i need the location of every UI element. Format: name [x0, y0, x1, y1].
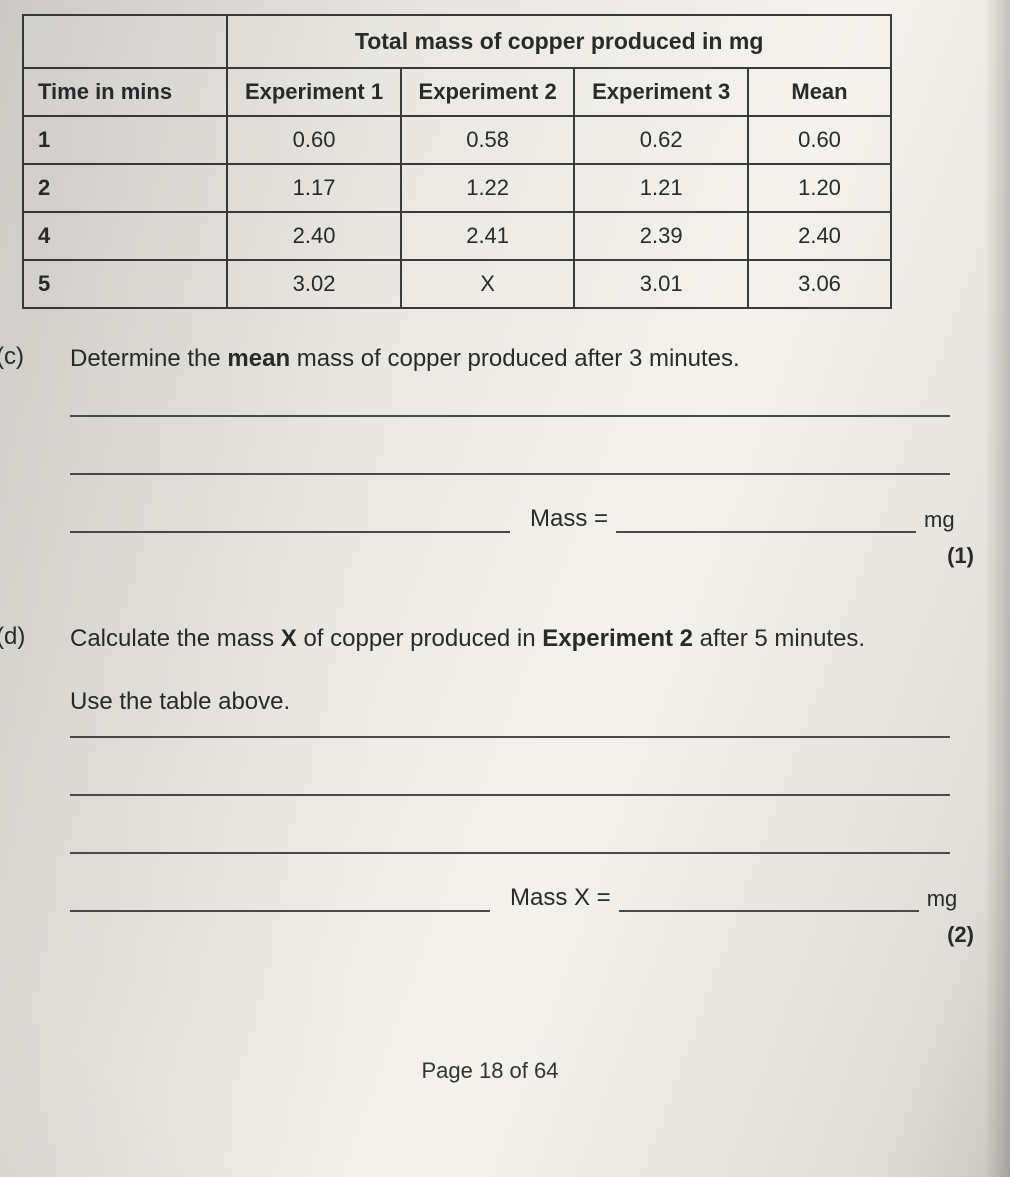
blank-line	[70, 736, 950, 738]
col-header-time: Time in mins	[23, 68, 227, 116]
qc-unit: mg	[924, 507, 955, 533]
col-header-exp2: Experiment 2	[401, 68, 575, 116]
cell-time: 2	[23, 164, 227, 212]
page-footer: Page 18 of 64	[0, 1058, 980, 1084]
cell-e1: 2.40	[227, 212, 401, 260]
qd-text-post: after 5 minutes.	[693, 625, 865, 652]
table-row: 4 2.40 2.41 2.39 2.40	[23, 212, 891, 260]
cell-e1: 1.17	[227, 164, 401, 212]
question-c-text: Determine the mean mass of copper produc…	[70, 343, 980, 375]
qc-answer-row: Mass = mg	[70, 505, 980, 533]
qc-text-pre: Determine the	[70, 345, 227, 372]
qc-text-post: mass of copper produced after 3 minutes.	[290, 345, 740, 372]
page-edge-shadow	[984, 0, 1010, 1177]
blank-line-short	[70, 910, 490, 912]
qd-working-lines	[70, 736, 980, 854]
cell-mean: 3.06	[748, 260, 891, 308]
qd-hint: Use the table above.	[70, 686, 980, 718]
cell-time: 5	[23, 260, 227, 308]
cell-time: 1	[23, 116, 227, 164]
qd-text-pre: Calculate the mass	[70, 625, 281, 652]
cell-e2: 2.41	[401, 212, 575, 260]
blank-line	[70, 415, 950, 417]
cell-e3: 1.21	[574, 164, 748, 212]
qc-text-bold: mean	[227, 345, 290, 372]
col-header-exp3: Experiment 3	[574, 68, 748, 116]
qd-answer-label: Mass X =	[510, 884, 611, 912]
table-row: 2 1.17 1.22 1.21 1.20	[23, 164, 891, 212]
qd-text-bold1: X	[281, 625, 297, 652]
question-c: (c) Determine the mean mass of copper pr…	[0, 343, 980, 569]
qd-marks: (2)	[947, 922, 974, 947]
qc-answer-label: Mass =	[530, 505, 608, 533]
question-d-label: (d)	[0, 623, 25, 651]
table-row: 1 0.60 0.58 0.62 0.60	[23, 116, 891, 164]
cell-e2: 0.58	[401, 116, 575, 164]
cell-e3: 0.62	[574, 116, 748, 164]
qd-text-bold2: Experiment 2	[542, 625, 693, 652]
cell-e2: X	[401, 260, 575, 308]
cell-e3: 3.01	[574, 260, 748, 308]
table-title: Total mass of copper produced in mg	[227, 15, 891, 68]
cell-e1: 3.02	[227, 260, 401, 308]
question-d: (d) Calculate the mass X of copper produ…	[0, 623, 980, 948]
blank-line	[70, 852, 950, 854]
table-header-row-2: Time in mins Experiment 1 Experiment 2 E…	[23, 68, 891, 116]
cell-mean: 0.60	[748, 116, 891, 164]
qc-working-lines	[70, 415, 980, 475]
cell-time: 4	[23, 212, 227, 260]
qd-answer-row: Mass X = mg	[70, 884, 980, 912]
question-d-text: Calculate the mass X of copper produced …	[70, 623, 980, 655]
cell-e2: 1.22	[401, 164, 575, 212]
qd-text-mid: of copper produced in	[297, 625, 543, 652]
qd-answer-blank[interactable]	[619, 910, 919, 912]
table-header-row-1: Total mass of copper produced in mg	[23, 15, 891, 68]
cell-mean: 2.40	[748, 212, 891, 260]
table-row: 5 3.02 X 3.01 3.06	[23, 260, 891, 308]
worksheet-page: Total mass of copper produced in mg Time…	[0, 0, 1010, 1084]
question-c-label: (c)	[0, 343, 24, 371]
col-header-mean: Mean	[748, 68, 891, 116]
cell-e1: 0.60	[227, 116, 401, 164]
copper-mass-table: Total mass of copper produced in mg Time…	[22, 14, 892, 309]
cell-mean: 1.20	[748, 164, 891, 212]
col-header-exp1: Experiment 1	[227, 68, 401, 116]
cell-e3: 2.39	[574, 212, 748, 260]
blank-line	[70, 473, 950, 475]
qc-answer-blank[interactable]	[616, 531, 916, 533]
blank-corner-cell	[23, 15, 227, 68]
blank-line-short	[70, 531, 510, 533]
qc-marks: (1)	[947, 543, 974, 568]
qd-unit: mg	[927, 886, 958, 912]
blank-line	[70, 794, 950, 796]
